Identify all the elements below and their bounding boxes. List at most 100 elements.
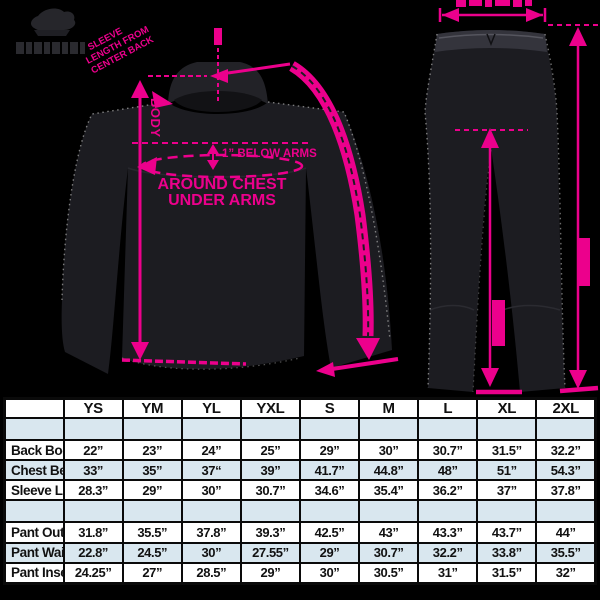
- measurement-value: [121, 417, 183, 441]
- around-chest-label-1: AROUND CHEST: [158, 176, 287, 193]
- measurement-label: Pant Waist Width: [3, 541, 65, 564]
- measurement-value: 43”: [358, 521, 420, 544]
- measurement-value: [180, 417, 242, 441]
- size-column-header: M: [358, 397, 420, 419]
- measurement-value: 37”: [476, 479, 538, 502]
- size-column-header: 2XL: [535, 397, 597, 419]
- measurement-diagram: BODY SLEEVE LENGTH FROM CENTER BACK 1” B…: [16, 0, 599, 395]
- measurement-value: [358, 499, 420, 524]
- size-column-header: YL: [180, 397, 242, 419]
- measurement-value: [358, 417, 420, 441]
- size-column-header: L: [417, 397, 479, 419]
- measurement-value: 30”: [358, 438, 420, 462]
- measurement-value: [62, 417, 124, 441]
- measurement-value: 36.2”: [417, 479, 479, 502]
- sleeve-label: SLEEVE LENGTH FROM CENTER BACK: [84, 24, 155, 76]
- measurement-value: 31”: [417, 561, 479, 585]
- measurement-value: 39.3”: [239, 521, 301, 544]
- measurement-value: 29”: [121, 479, 183, 502]
- measurement-value: [476, 417, 538, 441]
- measurement-value: 32.2”: [417, 541, 479, 564]
- measurement-value: 28.5”: [180, 561, 242, 585]
- jacket-figure: [61, 62, 392, 374]
- measurement-value: 22.8”: [62, 541, 124, 564]
- measurement-value: [417, 417, 479, 441]
- measurement-value: 30”: [298, 561, 361, 585]
- size-column-header: YM: [121, 397, 183, 419]
- size-column-header: YXL: [239, 397, 301, 419]
- measurement-label: [3, 417, 65, 441]
- pants-measurements: [438, 0, 599, 395]
- measurement-value: 30.5”: [358, 561, 420, 585]
- spacer-row: [3, 499, 597, 524]
- measurement-value: 35.5”: [121, 521, 183, 544]
- measurement-value: 33.8”: [476, 541, 538, 564]
- table-corner-cell: [3, 397, 65, 419]
- chest-arrow: [137, 157, 157, 175]
- measurement-value: [535, 499, 597, 524]
- measurement-value: 32.2”: [535, 438, 597, 462]
- measurement-value: 23”: [121, 438, 183, 462]
- measurement-label: Sleeve Length From Center Back: [3, 479, 65, 502]
- measurement-value: 24.25”: [62, 561, 124, 585]
- measurement-value: [239, 499, 301, 524]
- measurement-value: 28.3”: [62, 479, 124, 502]
- measurement-value: 27”: [121, 561, 183, 585]
- measurement-value: [298, 417, 361, 441]
- size-column-header: YS: [62, 397, 124, 419]
- measurement-label: Back Body Length: [3, 438, 65, 462]
- measurement-value: 27.55”: [239, 541, 301, 564]
- measurement-value: 22”: [62, 438, 124, 462]
- measurement-value: 29”: [298, 541, 361, 564]
- measurement-value: 29”: [239, 561, 301, 585]
- measurement-value: 51”: [476, 459, 538, 482]
- measurement-value: 32”: [535, 561, 597, 585]
- measurement-label: Chest Below Arm Hole 1": [3, 459, 65, 482]
- around-chest-label-2: UNDER ARMS: [168, 192, 276, 209]
- measurement-value: 24.5”: [121, 541, 183, 564]
- centerback-arrow: [210, 69, 228, 83]
- pants-figure: [424, 30, 566, 393]
- measurement-value: 24”: [180, 438, 242, 462]
- measurement-value: [417, 499, 479, 524]
- measurement-value: 44.8”: [358, 459, 420, 482]
- measurement-value: 31.5”: [476, 561, 538, 585]
- measurement-label: Pant Outseam Including Waist: [3, 521, 65, 544]
- measurement-value: 42.5”: [298, 521, 361, 544]
- measurement-value: [62, 499, 124, 524]
- size-column-header: XL: [476, 397, 538, 419]
- measurement-value: [180, 499, 242, 524]
- measurement-value: 31.8”: [62, 521, 124, 544]
- measurement-value: [239, 417, 301, 441]
- body-label: BODY: [148, 98, 163, 138]
- measurement-value: 44”: [535, 521, 597, 544]
- measurement-value: 30.7”: [239, 479, 301, 502]
- measurement-value: [476, 499, 538, 524]
- clipped-waist-text-marks: [456, 0, 532, 7]
- measurement-value: 35”: [121, 459, 183, 482]
- measurement-value: [121, 499, 183, 524]
- measurement-value: 43.3”: [417, 521, 479, 544]
- measurement-value: 41.7”: [298, 459, 361, 482]
- mascot-logo: [16, 8, 85, 54]
- measurement-value: 48”: [417, 459, 479, 482]
- measurement-value: 31.5”: [476, 438, 538, 462]
- measurement-row: Pant Outseam Including Waist31.8”35.5”37…: [3, 521, 597, 544]
- measurement-value: 39”: [239, 459, 301, 482]
- measurement-value: [535, 417, 597, 441]
- measurement-value: 37“: [180, 459, 242, 482]
- below-arms-label: 1” BELOW ARMS: [222, 148, 317, 160]
- jacket-measurements: [121, 28, 399, 377]
- measurement-value: 33”: [62, 459, 124, 482]
- size-column-header: S: [298, 397, 361, 419]
- measurement-value: 30.7”: [358, 541, 420, 564]
- measurement-value: 35.5”: [535, 541, 597, 564]
- measurement-value: 30”: [180, 479, 242, 502]
- measurement-label: Pant Inseam: [3, 561, 65, 585]
- measurement-row: Sleeve Length From Center Back28.3”29”30…: [3, 479, 597, 502]
- measurement-value: 43.7”: [476, 521, 538, 544]
- measurement-row: Pant Inseam24.25”27”28.5”29”30”30.5”31”3…: [3, 561, 597, 585]
- measurement-value: 30”: [180, 541, 242, 564]
- measurement-value: 34.6”: [298, 479, 361, 502]
